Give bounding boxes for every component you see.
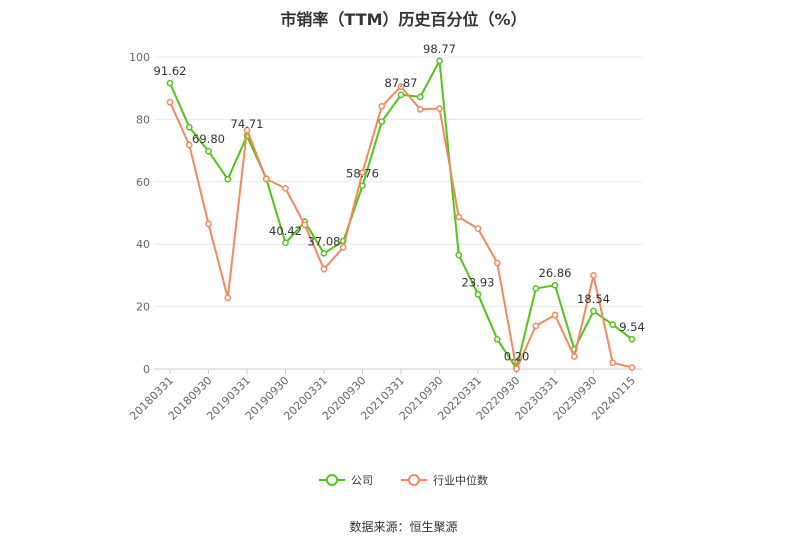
series-0-point: [436, 57, 443, 65]
data-label: 0.20: [504, 349, 530, 363]
legend-label-company: 公司: [351, 474, 373, 487]
data-label: 74.71: [231, 117, 264, 131]
series-1-point: [590, 272, 597, 279]
series-1-point: [282, 185, 289, 192]
data-label: 87.87: [385, 76, 418, 90]
series-0-point: [205, 147, 212, 155]
series-1-point: [243, 126, 251, 134]
legend-swatch-company: [319, 474, 345, 486]
series-1-point: [416, 106, 424, 113]
series-0-point: [628, 335, 636, 343]
series-0-point: [416, 93, 424, 101]
data-label: 9.54: [619, 320, 645, 334]
data-labels: 91.62 69.80 74.71 40.42 37.08 58.76 87.87 98.77…: [154, 42, 645, 364]
series-1-point: [339, 243, 347, 251]
series: [166, 57, 636, 373]
series-1-point: [166, 98, 174, 106]
series-0-point: [532, 285, 540, 292]
series-0-point: [590, 307, 597, 315]
series-1-point: [493, 259, 501, 267]
series-1-point: [205, 220, 212, 228]
series-1-point: [551, 311, 559, 319]
series-0-point: [378, 118, 386, 125]
series-0-point: [282, 239, 289, 247]
series-1-point: [570, 353, 578, 360]
legend-item-company[interactable]: 公司: [319, 472, 373, 488]
series-1-point: [262, 175, 270, 183]
series-1-point: [436, 105, 443, 112]
series-1-point: [455, 213, 463, 221]
series-line-0: [169, 59, 633, 370]
legend-label-industry-median: 行业中位数: [433, 474, 488, 487]
data-label: 40.42: [269, 224, 302, 238]
series-0-point: [493, 336, 501, 343]
y-tick-label: 40: [136, 238, 150, 251]
data-label: 37.08: [308, 234, 341, 248]
series-0-point: [320, 249, 328, 257]
series-0-point: [609, 321, 617, 329]
legend-item-industry-median[interactable]: 行业中位数: [401, 472, 488, 488]
series-1-point: [320, 265, 328, 273]
data-label: 91.62: [154, 64, 187, 78]
series-0-point: [397, 91, 405, 99]
series-1-point: [628, 364, 636, 371]
data-label: 26.86: [539, 266, 572, 280]
y-tick-label: 0: [143, 363, 150, 376]
data-label: 98.77: [423, 42, 456, 56]
y-tick-label: 80: [136, 113, 150, 126]
series-1-point: [224, 294, 232, 302]
series-1-point: [513, 365, 520, 373]
series-0-point: [455, 251, 463, 259]
series-0-point: [474, 290, 482, 298]
data-source: 数据来源：恒生聚源: [349, 520, 458, 534]
series-1-point: [301, 221, 309, 229]
series-1-point: [397, 83, 405, 90]
series-1-point: [378, 102, 386, 110]
legend: 公司 行业中位数: [0, 472, 807, 488]
data-label: 18.54: [577, 292, 610, 306]
series-1-point: [359, 169, 366, 176]
chart-title: 市销率（TTM）历史百分位（%）: [280, 10, 527, 29]
series-0-point: [185, 123, 193, 131]
series-1-point: [609, 359, 617, 367]
data-label: 58.76: [346, 167, 379, 181]
legend-swatch-industry-median: [401, 474, 427, 486]
series-1-point: [185, 141, 193, 149]
y-tick-label: 20: [136, 301, 150, 314]
series-1-point: [532, 322, 540, 330]
grid-lines: [154, 56, 642, 370]
y-tick-label: 60: [136, 176, 150, 189]
series-0-point: [166, 79, 174, 87]
series-0-point: [551, 281, 559, 289]
data-label: 23.93: [462, 275, 495, 289]
y-tick-label: 100: [129, 51, 150, 64]
series-1-point: [474, 225, 482, 232]
series-0-point: [359, 182, 366, 190]
series-0-point: [224, 175, 232, 183]
data-label: 69.80: [192, 132, 225, 146]
